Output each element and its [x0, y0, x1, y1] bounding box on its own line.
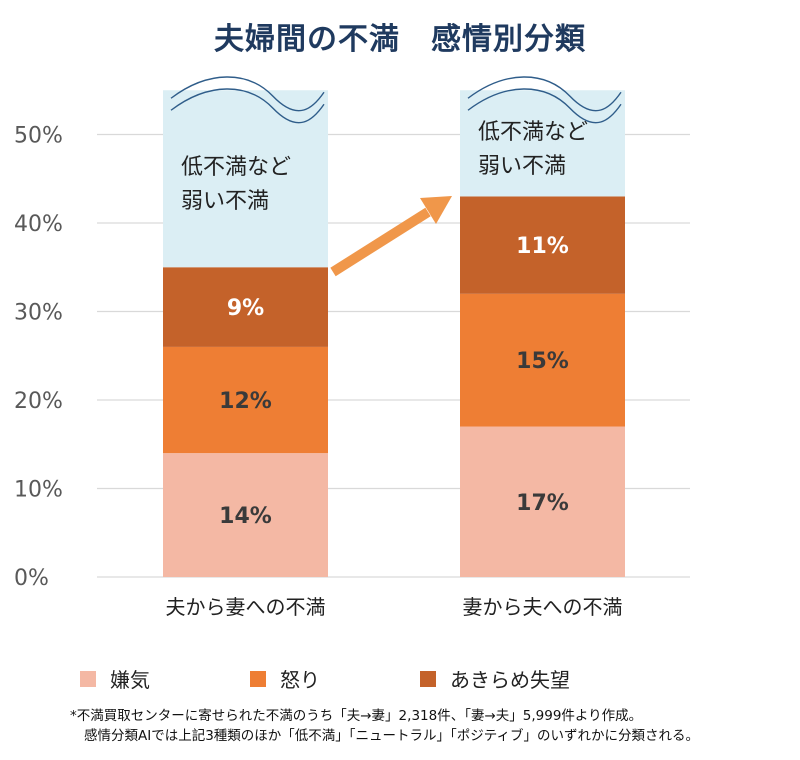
legend-swatch-resignation: [420, 670, 436, 687]
axis-break-wave: [170, 88, 325, 124]
y-tick-label: 10%: [14, 478, 63, 503]
axis-break-wave: [467, 88, 622, 124]
legend-label-resignation: あきらめ失望: [450, 668, 570, 692]
footnote-line-2: 感情分類AIでは上記3種類のほか「低不満」「ニュートラル」「ポジティブ」のいずれ…: [84, 728, 699, 744]
legend-item-resignation: あきらめ失望: [420, 664, 590, 693]
bar-segment: [163, 267, 328, 347]
trend-arrow-head: [420, 196, 452, 224]
bar-segment-other: [460, 90, 625, 197]
other-segment-label: 弱い不満: [181, 189, 269, 214]
chart-title: 夫婦間の不満 感情別分類: [214, 22, 586, 57]
legend: 嫌気 怒り あきらめ失望: [80, 664, 590, 693]
legend-item-anger: 怒り: [250, 664, 420, 693]
other-segment-label: 低不満など: [478, 120, 588, 145]
bar-segment: [460, 293, 625, 427]
x-category-label: 妻から夫への不満: [463, 595, 623, 619]
axis-break-wave: [170, 76, 325, 112]
axis-break-wave: [467, 76, 622, 112]
data-label: 11%: [516, 234, 569, 259]
data-label: 15%: [516, 349, 569, 374]
bar-segment: [460, 196, 625, 294]
stacked-bar-chart: 0%10%20%30%40%50%14%12%9%低不満など弱い不満夫から妻への…: [14, 76, 690, 619]
trend-arrow-shaft: [330, 207, 431, 277]
y-tick-label: 20%: [14, 389, 63, 414]
y-tick-label: 30%: [14, 301, 63, 326]
footnote: *不満買取センターに寄せられた不満のうち「夫→妻」2,318件、「妻→夫」5,9…: [70, 706, 699, 746]
legend-swatch-disgust: [80, 670, 96, 687]
data-label: 14%: [219, 504, 272, 529]
bar-segment: [163, 346, 328, 454]
bar-segment: [460, 426, 625, 577]
x-category-label: 夫から妻への不満: [166, 595, 326, 619]
legend-label-anger: 怒り: [280, 668, 320, 692]
other-segment-label: 低不満など: [181, 155, 291, 180]
footnote-line-1: *不満買取センターに寄せられた不満のうち「夫→妻」2,318件、「妻→夫」5,9…: [70, 708, 643, 724]
legend-label-disgust: 嫌気: [110, 668, 150, 692]
y-tick-label: 40%: [14, 212, 63, 237]
data-label: 17%: [516, 491, 569, 516]
y-tick-label: 0%: [14, 566, 49, 591]
legend-item-disgust: 嫌気: [80, 664, 250, 693]
bar-segment-other: [163, 90, 328, 268]
legend-swatch-anger: [250, 670, 266, 687]
bar-segment: [163, 453, 328, 577]
data-label: 12%: [219, 389, 272, 414]
y-tick-label: 50%: [14, 124, 63, 149]
data-label: 9%: [227, 296, 264, 321]
other-segment-label: 弱い不満: [478, 154, 566, 179]
